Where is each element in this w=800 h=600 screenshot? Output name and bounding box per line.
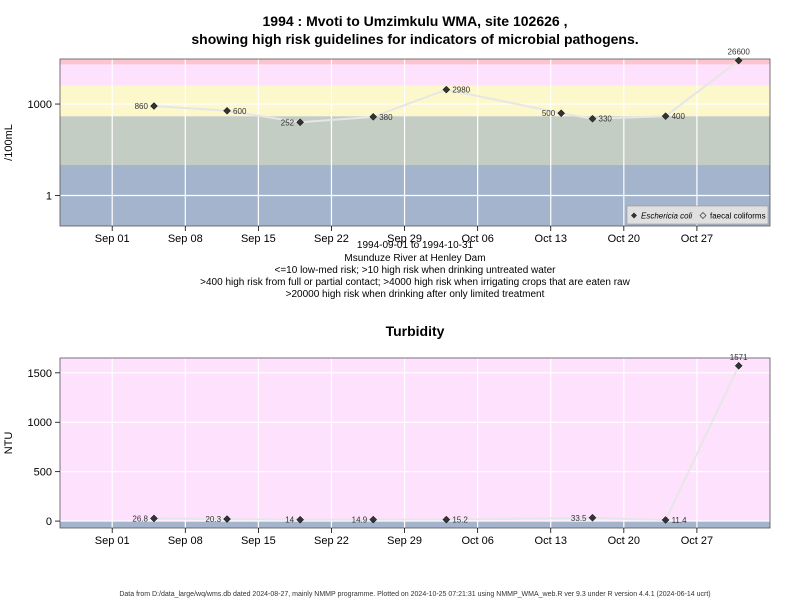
x-tick-label: Oct 06: [461, 233, 493, 245]
data-point: [734, 361, 743, 370]
x-tick-label: Oct 27: [681, 535, 713, 547]
footer-note: Data from D:/data_large/wq/wms.db dated …: [119, 591, 710, 598]
data-label: 380: [379, 113, 393, 122]
data-label: 20.3: [205, 515, 221, 524]
microbial-panel: Sep 01 Sep 08 Sep 15 Sep 22 Sep 29 Oct 06 Oct …: [3, 48, 771, 245]
x-tick-label: Sep 29: [387, 535, 422, 547]
caption-site-name: Msunduze River at Henley Dam: [344, 253, 485, 264]
risk-band: [60, 64, 770, 86]
x-tick-label: Sep 15: [241, 233, 276, 245]
data-label: 33.5: [571, 514, 587, 523]
x-tick-label: Sep 08: [168, 535, 203, 547]
risk-band: [60, 358, 770, 521]
series-line: [153, 365, 740, 522]
x-tick-label: Sep 22: [314, 535, 349, 547]
data-point: [150, 102, 158, 110]
x-tick-label: Sep 22: [314, 233, 349, 245]
data-point: [661, 112, 670, 121]
data-point: [223, 106, 231, 115]
caption-guideline-1: <=10 low-med risk; >10 high risk when dr…: [275, 265, 557, 276]
plot-frame: [59, 58, 771, 227]
data-label: 11.4: [672, 516, 688, 525]
data-point: [150, 514, 158, 523]
legend-fc-marker: [699, 212, 707, 219]
x-tick-label: Sep 29: [387, 233, 422, 245]
legend-ecoli-label: Eschericia coli: [641, 212, 692, 221]
data-point: [442, 515, 451, 524]
risk-band: [60, 520, 770, 528]
data-label: 26.8: [132, 514, 148, 523]
data-point: [369, 515, 378, 524]
x-tick-label: Oct 13: [535, 233, 567, 245]
data-point: [442, 85, 451, 94]
legend: Eschericia coli faecal coliforms: [626, 205, 769, 225]
x-tick-label: Oct 20: [608, 233, 640, 245]
y-tick-label: 1: [46, 191, 52, 203]
turbidity-title: Turbidity: [386, 323, 445, 339]
y-axis-title: /100mL: [3, 124, 15, 161]
y-axis-title: NTU: [3, 432, 15, 455]
legend-box: [626, 205, 769, 225]
chart-title-line-1: 1994 : Mvoti to Umzimkulu WMA, site 1026…: [263, 13, 568, 29]
data-point: [223, 515, 231, 523]
turbidity-panel: Sep 01 Sep 08 Sep 15 Sep 22 Sep 29 Oct 06 Oct …: [3, 353, 771, 547]
legend-fc-label: faecal coliforms: [710, 212, 766, 221]
data-label: 14: [285, 516, 294, 525]
data-point: [557, 109, 566, 118]
data-label: 400: [672, 112, 686, 121]
chart-title-line-2: showing high risk guidelines for indicat…: [191, 31, 638, 47]
legend-ecoli-marker: [631, 212, 637, 219]
data-label: 252: [281, 118, 295, 127]
data-point: [296, 118, 305, 127]
y-tick-label: 1500: [28, 368, 52, 380]
data-label: 330: [599, 115, 613, 124]
data-label: 2980: [452, 86, 470, 95]
x-tick-label: Sep 01: [95, 233, 130, 245]
x-tick-label: Sep 01: [95, 535, 130, 547]
data-label: 14.9: [352, 516, 368, 525]
data-point: [296, 515, 305, 524]
caption-guideline-3: >20000 high risk when drinking after onl…: [286, 289, 545, 300]
y-tick-label: 0: [46, 516, 52, 528]
data-point: [661, 516, 670, 524]
y-tick-label: 1000: [28, 99, 52, 111]
x-tick-label: Oct 20: [608, 535, 640, 547]
x-tick-label: Oct 13: [535, 535, 567, 547]
x-tick-label: Oct 27: [681, 233, 713, 245]
data-point: [588, 513, 597, 522]
y-tick-label: 1000: [28, 417, 52, 429]
data-point: [369, 112, 378, 121]
data-label: 26600: [728, 48, 751, 57]
x-tick-label: Sep 08: [168, 233, 203, 245]
risk-band: [60, 116, 770, 166]
risk-band: [60, 59, 770, 65]
caption-date-range: 1994-09-01 to 1994-10-31: [357, 240, 474, 251]
y-tick-label: 500: [34, 467, 52, 479]
caption-guideline-2: >400 high risk from full or partial cont…: [200, 277, 630, 288]
data-point: [734, 56, 743, 65]
data-label: 1571: [730, 353, 748, 362]
data-label: 860: [135, 102, 149, 111]
plot-frame: [59, 357, 771, 529]
data-label: 15.2: [452, 516, 468, 525]
data-label: 600: [233, 107, 247, 116]
x-tick-label: Sep 15: [241, 535, 276, 547]
data-point: [588, 114, 597, 123]
x-tick-label: Oct 06: [461, 535, 493, 547]
data-label: 500: [542, 109, 556, 118]
